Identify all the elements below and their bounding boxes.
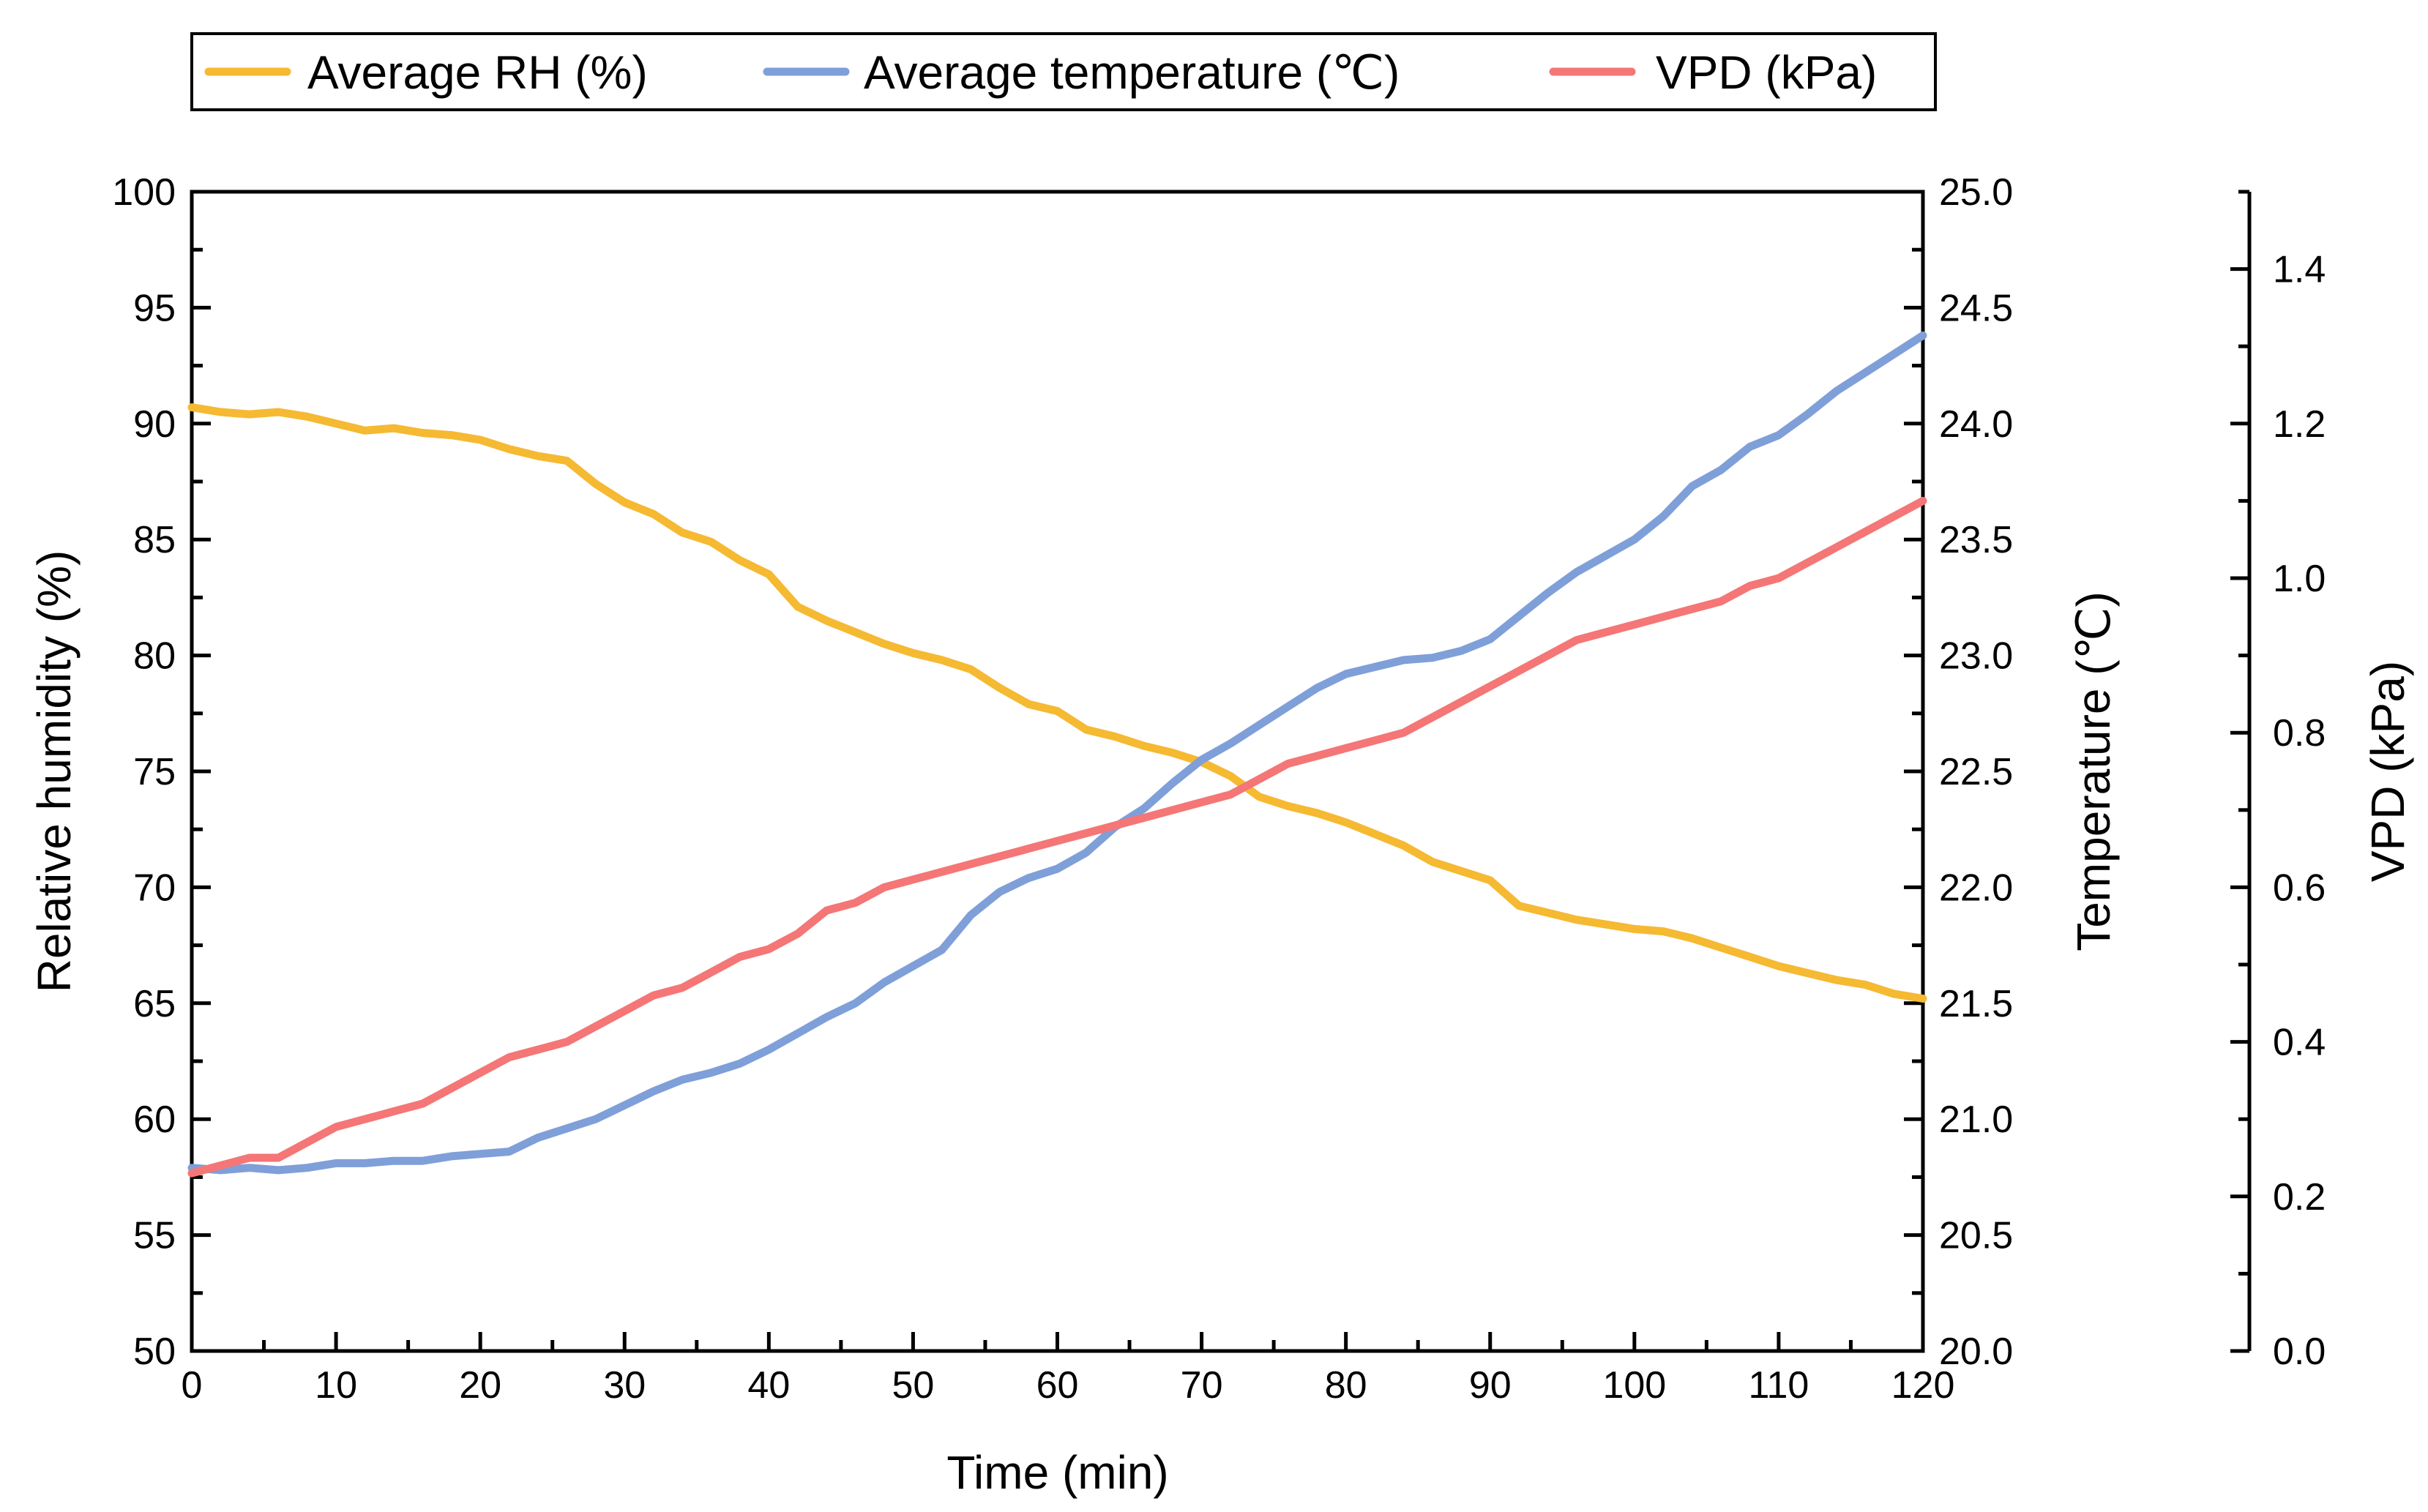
x-tick-label: 40 xyxy=(747,1364,790,1407)
left-tick-label: 95 xyxy=(133,287,176,329)
series-line-vpd xyxy=(187,496,1927,1178)
vpd-tick-label: 0.2 xyxy=(2273,1176,2326,1219)
left-tick-label: 75 xyxy=(133,751,176,793)
x-tick-label: 10 xyxy=(315,1364,357,1407)
series-line-temperature xyxy=(187,331,1927,1175)
legend-box xyxy=(190,32,1937,111)
x-tick-label: 100 xyxy=(1602,1364,1666,1407)
legend-label-rh: Average RH (%) xyxy=(307,46,648,99)
right-tick-label: 21.5 xyxy=(1939,983,2013,1025)
legend-entry-temperature[interactable]: Average temperature (℃) xyxy=(763,46,1400,99)
vpd-tick-label: 1.4 xyxy=(2273,249,2326,291)
left-axis-title: Relative humidity (%) xyxy=(28,550,81,993)
right-tick-label: 23.5 xyxy=(1939,519,2013,561)
vpd-tick-label: 0.0 xyxy=(2273,1331,2326,1373)
x-tick-label: 70 xyxy=(1181,1364,1223,1407)
legend-label-vpd: VPD (kPa) xyxy=(1656,46,1877,99)
x-tick-label: 50 xyxy=(892,1364,934,1407)
right-tick-label: 23.0 xyxy=(1939,635,2013,678)
series-line-rh xyxy=(187,403,1927,1003)
legend-entry-vpd[interactable]: VPD (kPa) xyxy=(1549,46,1877,99)
vpd-axis-ticks: 0.0 0.2 0.4 0.6 0.8 1.0 1.2 1.4 xyxy=(2230,190,2326,1373)
vpd-axis-title: VPD (kPa) xyxy=(2361,661,2414,882)
right-tick-label: 24.5 xyxy=(1939,287,2013,329)
left-tick-label: 50 xyxy=(133,1331,176,1373)
left-tick-label: 90 xyxy=(133,403,176,446)
plot-frame xyxy=(190,190,1925,1353)
left-tick-label: 70 xyxy=(133,867,176,909)
vpd-tick-label: 1.2 xyxy=(2273,403,2326,446)
left-axis-ticks: 50 55 60 65 70 75 80 85 90 95 100 xyxy=(112,171,211,1373)
x-tick-label: 90 xyxy=(1469,1364,1512,1407)
right-tick-label: 24.0 xyxy=(1939,403,2013,446)
right-axis-ticks: 20.0 20.5 21.0 21.5 22.0 22.5 23.0 23.5 24.0 24.5… xyxy=(1904,171,2013,1373)
right-tick-label: 20.0 xyxy=(1939,1331,2013,1373)
left-tick-label: 55 xyxy=(133,1215,176,1257)
left-tick-label: 60 xyxy=(133,1099,176,1141)
right-tick-label: 21.0 xyxy=(1939,1099,2013,1141)
legend-entry-rh[interactable]: Average RH (%) xyxy=(204,46,648,99)
x-axis-ticks: 0 10 20 30 40 50 60 70 80 90 100 110 120 xyxy=(182,1332,1955,1407)
x-tick-label: 120 xyxy=(1891,1364,1955,1407)
left-tick-label: 85 xyxy=(133,519,176,561)
x-tick-label: 80 xyxy=(1325,1364,1367,1407)
left-tick-label: 80 xyxy=(133,635,176,678)
series-lines xyxy=(187,331,1927,1178)
vpd-tick-label: 0.6 xyxy=(2273,867,2326,909)
legend-label-temperature: Average temperature (℃) xyxy=(864,46,1400,99)
right-axis-title: Temperature (℃) xyxy=(2067,591,2120,951)
vpd-tick-label: 0.4 xyxy=(2273,1022,2326,1064)
x-axis-title: Time (min) xyxy=(946,1446,1168,1499)
x-tick-label: 30 xyxy=(603,1364,646,1407)
right-tick-label: 20.5 xyxy=(1939,1215,2013,1257)
x-tick-label: 110 xyxy=(1748,1364,1809,1407)
vpd-tick-label: 0.8 xyxy=(2273,712,2326,755)
x-tick-label: 60 xyxy=(1036,1364,1079,1407)
x-tick-label: 20 xyxy=(459,1364,501,1407)
vpd-tick-label: 1.0 xyxy=(2273,558,2326,600)
legend: Average RH (%) Average temperature (℃) V… xyxy=(190,32,1937,111)
right-tick-label: 22.5 xyxy=(1939,751,2013,793)
right-tick-label: 22.0 xyxy=(1939,867,2013,909)
right-tick-label: 25.0 xyxy=(1939,171,2013,214)
left-tick-label: 65 xyxy=(133,983,176,1025)
x-tick-label: 0 xyxy=(182,1364,203,1407)
left-tick-label: 100 xyxy=(112,171,176,214)
